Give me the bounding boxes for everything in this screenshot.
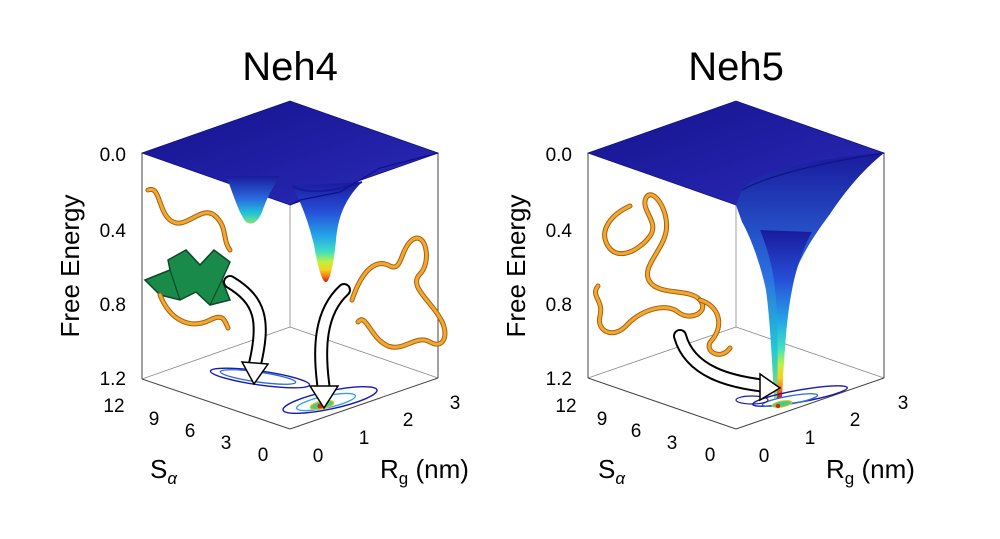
x-axis-label: Sα [150,454,178,488]
y-axis-ticks: 0 1 2 3 [759,393,909,467]
energy-surface [140,100,440,282]
z-tick: 0.0 [546,145,572,166]
y-tick: 0 [759,446,770,467]
x-tick: 12 [555,396,576,417]
z-axis-label: Free Energy [501,194,531,337]
x-tick: 3 [667,433,678,454]
protein-structure-helical [143,186,233,331]
y-tick: 1 [359,428,370,449]
panel-neh5: Neh5 [501,45,915,488]
x-axis-ticks: 12 9 6 3 0 [555,396,715,466]
z-tick: 0.8 [546,295,572,316]
z-tick: 0.8 [100,295,126,316]
x-tick: 12 [103,396,124,417]
panel-title: Neh5 [688,45,784,89]
y-tick: 2 [403,410,414,431]
x-axis-label: Sα [598,454,626,488]
z-axis-label: Free Energy [55,194,85,337]
x-tick: 6 [185,421,196,442]
y-tick: 3 [450,393,461,414]
energy-surface [586,100,886,398]
transition-arrow [673,329,782,402]
y-axis-label: Rg (nm) [380,454,469,488]
z-tick: 0.0 [100,145,126,166]
z-tick: 0.4 [546,221,573,242]
y-tick: 2 [850,410,861,431]
transition-arrows [223,275,351,410]
x-tick: 9 [597,409,608,430]
panel-neh4: Neh4 [55,45,469,488]
contour-projection [735,385,848,409]
z-axis-ticks: 0.0 0.4 0.8 1.2 [100,145,127,390]
z-tick: 1.2 [100,369,126,390]
panel-title: Neh4 [242,45,338,89]
x-axis-ticks: 12 9 6 3 0 [103,396,268,466]
y-axis-ticks: 0 1 2 3 [313,393,461,467]
x-tick: 6 [631,421,642,442]
x-tick: 0 [258,445,269,466]
y-axis-label: Rg (nm) [826,454,915,488]
z-axis-ticks: 0.0 0.4 0.8 1.2 [546,145,573,390]
x-tick: 9 [149,409,160,430]
y-tick: 3 [898,393,909,414]
y-tick: 1 [805,428,816,449]
protein-structure-coil [593,192,733,357]
protein-structure-coil [349,235,448,350]
z-tick: 0.4 [100,221,127,242]
z-tick: 1.2 [546,369,572,390]
x-tick: 3 [221,433,232,454]
x-tick: 0 [705,445,716,466]
y-tick: 0 [313,446,324,467]
